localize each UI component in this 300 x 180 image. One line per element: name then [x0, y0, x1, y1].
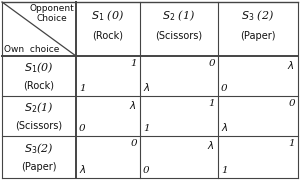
Text: 1: 1 [208, 99, 215, 108]
Text: Opponent
Choice: Opponent Choice [29, 4, 74, 23]
Text: 1: 1 [221, 166, 228, 175]
Text: 1: 1 [288, 139, 295, 148]
Text: 0: 0 [288, 99, 295, 108]
Text: $S_3$ (2): $S_3$ (2) [242, 9, 274, 23]
Text: $\lambda$: $\lambda$ [130, 99, 137, 111]
Text: $S_1$(0): $S_1$(0) [24, 61, 54, 75]
Text: 1: 1 [143, 124, 150, 133]
Text: (Paper): (Paper) [21, 162, 57, 172]
Text: (Scissors): (Scissors) [155, 31, 202, 41]
Text: 0: 0 [79, 124, 86, 133]
Text: (Paper): (Paper) [240, 31, 276, 41]
Text: 0: 0 [208, 59, 215, 68]
Text: 0: 0 [143, 166, 150, 175]
Text: $S_1$ (0): $S_1$ (0) [92, 9, 124, 23]
Text: 0: 0 [130, 139, 137, 148]
Text: (Scissors): (Scissors) [15, 121, 63, 131]
Text: $S_2$(1): $S_2$(1) [24, 101, 54, 115]
Text: 0: 0 [221, 84, 228, 93]
Text: $\lambda$: $\lambda$ [143, 81, 151, 93]
Text: $\lambda$: $\lambda$ [208, 139, 215, 151]
Text: $\lambda$: $\lambda$ [79, 163, 86, 175]
Text: $S_3$(2): $S_3$(2) [24, 142, 54, 156]
Text: (Rock): (Rock) [23, 81, 55, 91]
Text: 1: 1 [79, 84, 86, 93]
Text: (Rock): (Rock) [92, 31, 124, 41]
Text: $\lambda$: $\lambda$ [221, 121, 229, 133]
Text: $S_2$ (1): $S_2$ (1) [162, 9, 196, 23]
Text: $\lambda$: $\lambda$ [287, 59, 295, 71]
Text: 1: 1 [130, 59, 137, 68]
Text: Own  choice: Own choice [4, 45, 59, 54]
